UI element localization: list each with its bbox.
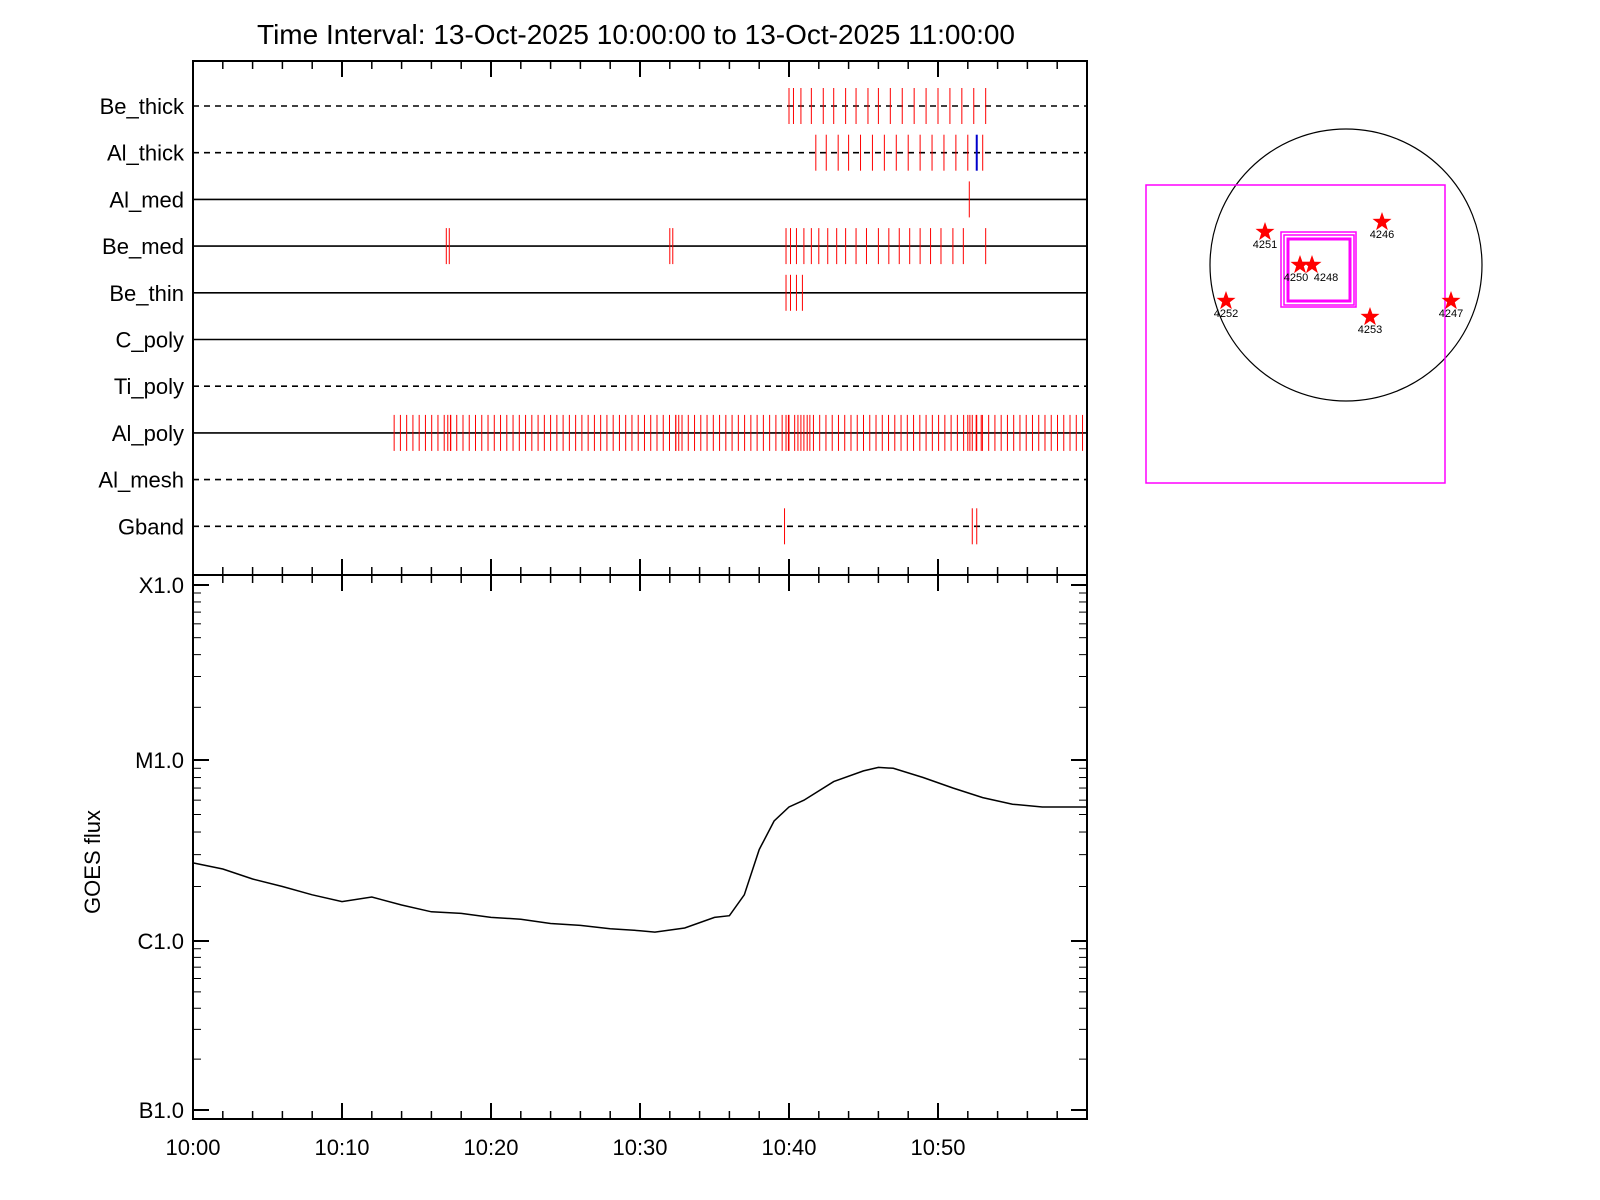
channel-label-gband: Gband — [118, 514, 184, 539]
channel-label-al-med: Al_med — [109, 187, 184, 212]
x-tick-label: 10:20 — [463, 1135, 518, 1160]
region-label: 4251 — [1253, 239, 1277, 251]
channel-label-be-thin: Be_thin — [109, 281, 184, 306]
region-star-icon — [1302, 255, 1322, 274]
y-axis-label: GOES flux — [80, 810, 105, 914]
region-label: 4247 — [1439, 308, 1463, 320]
channel-label-c-poly: C_poly — [116, 328, 184, 353]
y-tick-label: B1.0 — [139, 1098, 184, 1123]
region-star-icon — [1372, 212, 1392, 231]
region-label: 4253 — [1358, 324, 1382, 336]
x-tick-label: 10:10 — [314, 1135, 369, 1160]
solar-limb — [1209, 128, 1483, 402]
attenuator-events — [393, 88, 1084, 545]
attenuator-channels: Be_thick Al_thick Al_med Be_med Be_thin C_pol… — [98, 94, 1087, 539]
x-tick-label: 10:50 — [910, 1135, 965, 1160]
y-axis-tick-labels: X1.0 M1.0 C1.0 B1.0 — [135, 573, 184, 1123]
y-tick-label: M1.0 — [135, 748, 184, 773]
y-axis-ticks — [193, 584, 1087, 1111]
fov-box-small-1 — [1280, 231, 1357, 308]
x-tick-label: 10:30 — [612, 1135, 667, 1160]
region-label: 4248 — [1314, 272, 1338, 284]
region-star-icon — [1441, 291, 1461, 310]
sun-map: 4251 4246 4250 4248 4252 4253 4247 — [1145, 128, 1483, 484]
region-star-icon — [1255, 222, 1275, 241]
fov-box-small-2 — [1283, 234, 1355, 306]
region-label: 4246 — [1370, 229, 1394, 241]
region-star-icon — [1360, 307, 1380, 326]
fov-box-large — [1145, 184, 1446, 484]
x-tick-label: 10:40 — [761, 1135, 816, 1160]
x-axis-tick-labels: 10:00 10:10 10:20 10:30 10:40 10:50 — [165, 1135, 965, 1160]
chart-title: Time Interval: 13-Oct-2025 10:00:00 to 1… — [257, 19, 1015, 50]
region-label: 4250 — [1284, 272, 1308, 284]
y-tick-label: X1.0 — [139, 573, 184, 598]
x-tick-label: 10:00 — [165, 1135, 220, 1160]
flux-panel-frame — [192, 574, 1088, 1120]
x-axis-ticks — [192, 61, 1088, 1119]
region-star-icon — [1216, 291, 1236, 310]
region-star-icon — [1290, 255, 1310, 274]
channel-label-al-poly: Al_poly — [112, 421, 184, 446]
goes-flux-line — [192, 766, 1087, 933]
channel-label-ti-poly: Ti_poly — [114, 374, 184, 399]
channel-label-al-mesh: Al_mesh — [98, 468, 184, 493]
channel-label-be-thick: Be_thick — [100, 94, 185, 119]
channel-label-be-med: Be_med — [102, 234, 184, 259]
region-label: 4252 — [1214, 308, 1238, 320]
events-panel-frame — [192, 60, 1088, 576]
channel-label-al-thick: Al_thick — [107, 141, 185, 166]
y-tick-label: C1.0 — [138, 929, 184, 954]
fov-box-small-3 — [1286, 237, 1352, 303]
